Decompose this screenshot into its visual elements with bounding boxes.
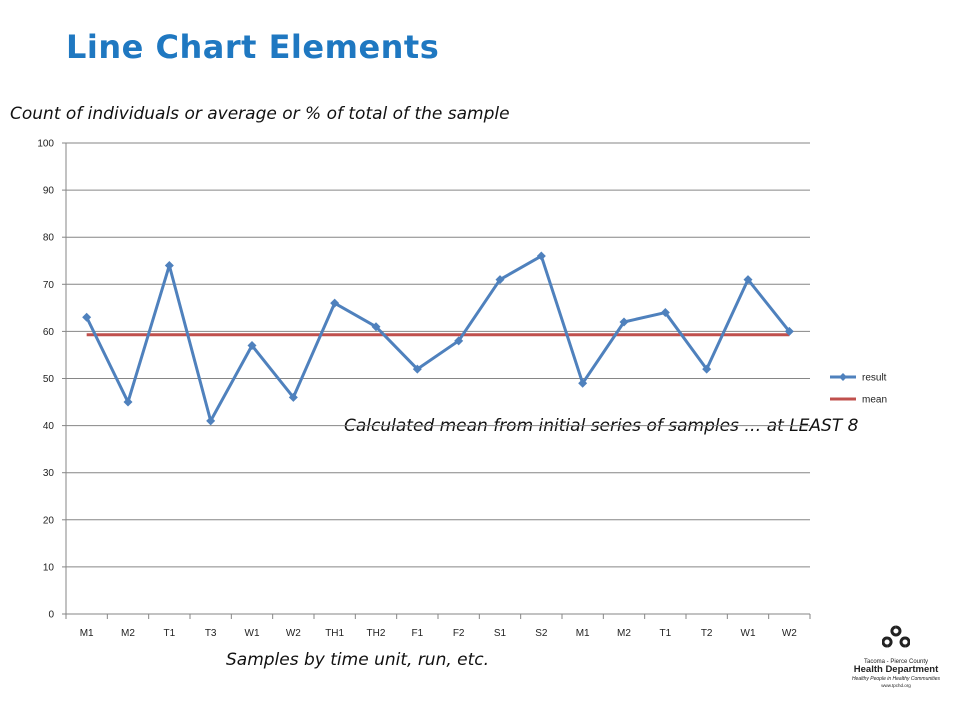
x-tick-label: T2 <box>701 628 713 639</box>
recycle-icon <box>881 625 911 648</box>
legend-marker-result <box>839 373 847 381</box>
x-tick-label: M1 <box>576 628 590 639</box>
x-tick-label: F2 <box>453 628 465 639</box>
x-tick-label: W1 <box>741 628 756 639</box>
x-tick-label: M2 <box>121 628 135 639</box>
logo-dept: Health Department <box>853 664 939 675</box>
x-tick-label: S1 <box>494 628 507 639</box>
y-tick-label: 40 <box>43 421 55 432</box>
logo-org: Tacoma - Pierce County <box>863 659 929 665</box>
y-tick-label: 10 <box>43 562 55 573</box>
logo-url: www.tpchd.org <box>881 682 911 688</box>
data-point-result <box>454 336 464 346</box>
data-point-result <box>619 317 629 327</box>
y-axis-annotation: Count of individuals or average or % of … <box>10 104 510 124</box>
data-point-result <box>495 275 505 285</box>
data-point-result <box>660 308 670 318</box>
x-tick-label: W2 <box>286 628 301 639</box>
y-tick-label: 30 <box>43 468 55 479</box>
legend: result mean <box>830 373 887 406</box>
legend-label-result: result <box>862 373 887 384</box>
gridlines <box>66 142 810 568</box>
data-point-result <box>536 251 546 261</box>
y-tick-label: 0 <box>48 610 54 621</box>
x-tick-label: F1 <box>411 628 423 639</box>
data-point-result <box>371 322 381 332</box>
x-tick-label: W2 <box>782 628 797 639</box>
x-tick-label: TH1 <box>325 628 344 639</box>
data-point-result <box>206 416 216 426</box>
y-tick-label: 60 <box>43 327 55 338</box>
data-point-result <box>288 392 298 402</box>
data-point-result <box>743 275 753 285</box>
data-point-result <box>330 298 340 308</box>
y-tick-label: 70 <box>43 280 55 291</box>
x-axis-annotation: Samples by time unit, run, etc. <box>226 650 490 670</box>
x-tick-label: M2 <box>617 628 631 639</box>
data-point-result <box>702 364 712 374</box>
data-point-result <box>412 364 422 374</box>
health-department-logo: Tacoma - Pierce County Health Department… <box>850 624 942 704</box>
x-tick-label: TH2 <box>367 628 386 639</box>
data-point-result <box>578 378 588 388</box>
x-tick-label: T1 <box>163 628 175 639</box>
x-tick-label: S2 <box>535 628 548 639</box>
data-point-result <box>82 312 92 322</box>
series-line-result <box>85 254 791 423</box>
y-tick-label: 50 <box>43 374 55 385</box>
x-tick-label: M1 <box>80 628 94 639</box>
data-point-result <box>784 326 794 336</box>
slide-title: Line Chart Elements <box>66 28 440 66</box>
series <box>82 251 794 426</box>
logo-tagline: Healthy People in Healthy Communities <box>851 675 941 682</box>
legend-label-mean: mean <box>862 395 887 406</box>
y-tick-label: 20 <box>43 515 55 526</box>
y-tick-label: 90 <box>43 186 55 197</box>
y-tick-label: 80 <box>43 233 55 244</box>
data-point-result <box>123 397 133 407</box>
data-point-result <box>164 260 174 270</box>
y-tick-label: 100 <box>37 139 54 150</box>
x-tick-label: T3 <box>205 628 217 639</box>
x-tick-label: T1 <box>659 628 671 639</box>
x-tick-label: W1 <box>245 628 260 639</box>
data-point-result <box>247 341 257 351</box>
axes: 0 10 20 30 40 50 60 70 80 90 100 M1 M2 T1 T3 W1 W2 TH1 TH2… <box>37 139 811 639</box>
